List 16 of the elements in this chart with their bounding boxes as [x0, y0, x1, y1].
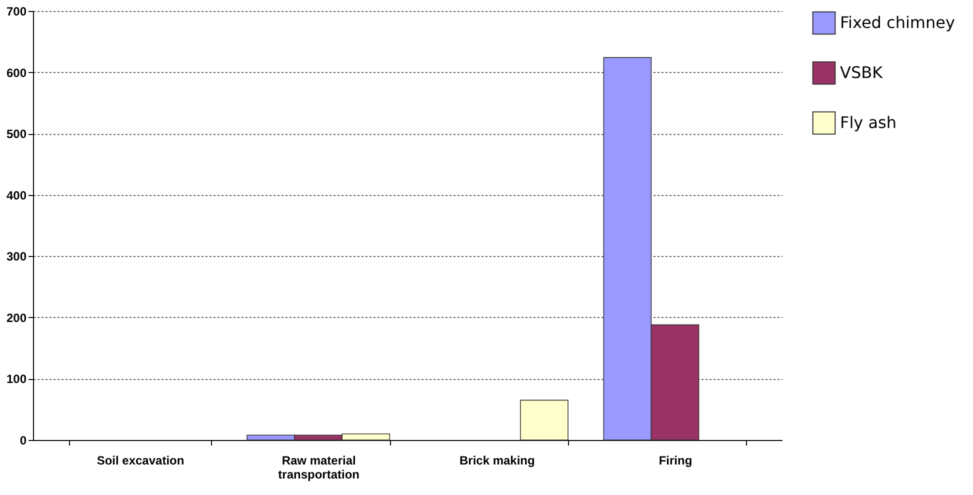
- y-tick-label: 0: [20, 434, 27, 448]
- bar: [520, 400, 568, 440]
- legend-label: Fixed chimney: [840, 13, 955, 32]
- x-tick-label: Brick making: [459, 454, 535, 468]
- y-tick-label: 400: [6, 188, 27, 202]
- y-tick-label: 600: [6, 66, 27, 80]
- legend-label: VSBK: [840, 63, 884, 82]
- y-tick-label: 700: [6, 4, 27, 18]
- y-tick-label: 100: [6, 372, 27, 386]
- x-tick-label: Firing: [658, 454, 692, 468]
- y-tick-label: 300: [6, 250, 27, 264]
- y-tick-label: 500: [6, 127, 27, 142]
- x-tick-label: Raw material transportation: [278, 454, 360, 482]
- x-tick-label: Soil excavation: [96, 454, 184, 468]
- y-tick-label: 200: [6, 310, 27, 325]
- legend-label: Fly ash: [840, 113, 896, 132]
